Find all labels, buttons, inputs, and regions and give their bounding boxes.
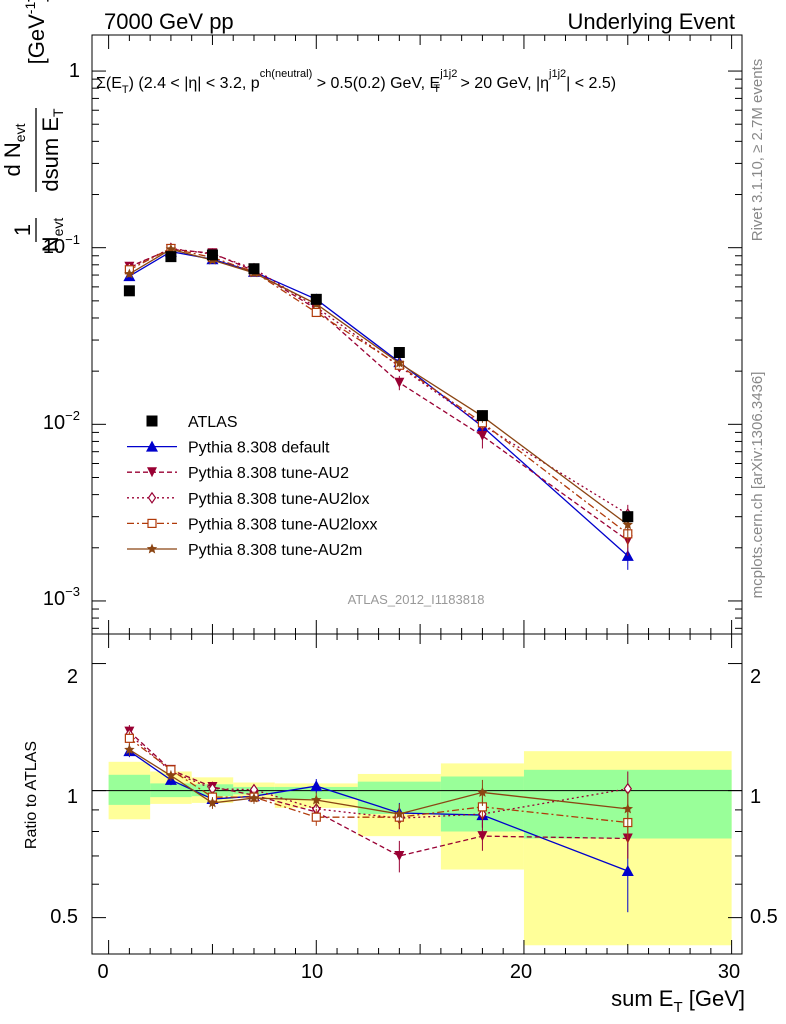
main-point-4-5 <box>394 357 405 368</box>
ratio-point-4-2 <box>207 797 218 808</box>
x-axis-label: sum ET [GeV] <box>611 986 745 1016</box>
ratio-line-4 <box>129 749 628 815</box>
legend-label-0: ATLAS <box>188 414 238 431</box>
main-point-4-7 <box>622 519 634 530</box>
main-line-4 <box>129 248 629 526</box>
legend-marker-1 <box>146 440 158 452</box>
legend-marker-2 <box>147 467 157 478</box>
ratio-line-1 <box>128 731 628 857</box>
ratio-point-4-1 <box>165 770 177 781</box>
atlas-point-6 <box>476 410 488 422</box>
svg-text:1: 1 <box>10 224 35 236</box>
ratio-axis-ticks <box>92 634 742 954</box>
header-left: 7000 GeV pp <box>104 9 234 34</box>
svg-text:d Nevt: d Nevt <box>0 123 28 176</box>
ratio-point-0-4 <box>310 780 323 792</box>
legend-marker-5 <box>146 543 158 554</box>
legend: ATLAS Pythia 8.308 default Pythia 8.308 tu… <box>127 414 377 559</box>
ratio-y-tick-1-left: 1 <box>67 786 78 808</box>
x-tick-20: 20 <box>510 961 532 983</box>
ratio-line-2 <box>128 733 628 819</box>
ratio-point-4-6 <box>477 786 488 797</box>
ratio-band-green-0 <box>108 774 151 805</box>
main-point-4-0 <box>124 268 135 279</box>
ratio-point-3-0 <box>124 733 134 743</box>
atlas-point-2 <box>206 249 218 261</box>
main-line-2 <box>129 247 629 515</box>
ratio-point-1-6 <box>477 831 488 842</box>
main-y-tick-1: 1 <box>69 60 80 82</box>
header-right: Underlying Event <box>567 9 735 34</box>
main-point-1-6 <box>477 430 488 441</box>
legend-label-2: Pythia 8.308 tune-AU2 <box>188 465 349 482</box>
analysis-watermark: ATLAS_2012_I1183818 <box>348 592 485 607</box>
ratio-point-3-4 <box>311 812 321 822</box>
ratio-y-tick-0.5-right: 0.5 <box>750 906 778 928</box>
legend-label-3: Pythia 8.308 tune-AU2lox <box>188 491 369 508</box>
ratio-point-4-3 <box>248 792 260 803</box>
ratio-line-3 <box>128 737 628 824</box>
x-tick-30: 30 <box>718 961 740 983</box>
main-point-3-4 <box>311 307 321 318</box>
ratio-y-tick-1-right: 1 <box>750 786 761 808</box>
legend-marker-0 <box>146 415 158 427</box>
atlas-point-5 <box>393 347 405 359</box>
main-line-1 <box>129 248 629 541</box>
legend-label-5: Pythia 8.308 tune-AU2m <box>188 542 362 559</box>
main-y-tick-0.001: 10−3 <box>43 584 80 610</box>
ratio-uncertainty-bands <box>92 751 742 946</box>
atlas-point-0 <box>123 285 135 297</box>
main-line-3 <box>129 247 629 535</box>
atlas-point-4 <box>310 293 322 305</box>
main-point-1-5 <box>394 377 405 388</box>
main-panel-title: Σ(ET) (2.4 < |η| < 3.2, pch(neutral) > 0… <box>96 68 616 96</box>
legend-label-1: Pythia 8.308 default <box>188 440 330 457</box>
ratio-point-4-5 <box>394 808 405 819</box>
ratio-point-0-7 <box>621 864 634 876</box>
main-y-tick-0.1: 10−1 <box>43 232 80 258</box>
ratio-series-layer <box>123 725 634 913</box>
ratio-point-1-5 <box>394 850 405 861</box>
atlas-data-layer <box>123 249 634 523</box>
ratio-point-4-7 <box>622 803 634 814</box>
ratio-plot-frame <box>91 633 743 955</box>
svg-text:dsum ET: dsum ET <box>38 108 66 192</box>
ratio-point-4-0 <box>124 744 135 755</box>
x-tick-0: 0 <box>97 961 108 983</box>
legend-marker-4 <box>147 518 157 529</box>
main-axis-ticks <box>92 35 742 634</box>
ratio-y-tick-2-right: 2 <box>750 666 761 688</box>
ratio-point-4-4 <box>311 794 322 805</box>
main-y-tick-0.01: 10−2 <box>43 408 80 434</box>
atlas-point-3 <box>248 263 260 275</box>
atlas-point-1 <box>165 251 177 263</box>
ratio-y-axis-label: Ratio to ATLAS <box>23 741 40 849</box>
legend-marker-3 <box>147 491 157 504</box>
main-line-0 <box>129 250 629 557</box>
x-tick-10: 10 <box>301 961 323 983</box>
svg-text:[GeV-1]: [GeV-1] <box>22 0 49 64</box>
atlas-point-7 <box>622 511 634 523</box>
ratio-y-tick-2-left: 2 <box>67 666 78 688</box>
legend-label-4: Pythia 8.308 tune-AU2loxx <box>188 516 377 533</box>
ratio-y-tick-0.5-left: 0.5 <box>50 906 78 928</box>
main-y-axis-label: 1 Nevt d Nevt dsum ET [GeV-1] <box>0 0 66 252</box>
mcplots-label: mcplots.cern.ch [arXiv:1306.3436] <box>749 372 766 599</box>
rivet-version-label: Rivet 3.1.10, ≥ 2.7M events <box>749 59 766 242</box>
